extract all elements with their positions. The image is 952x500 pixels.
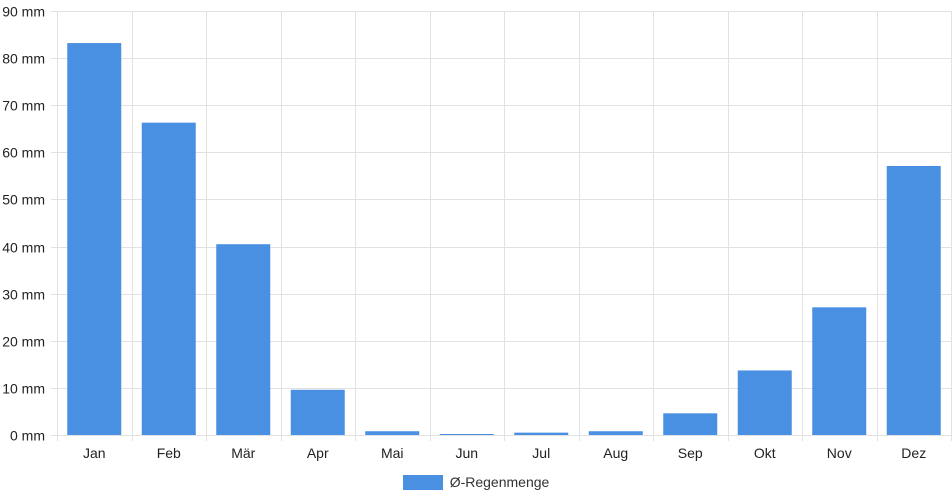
bar-dez[interactable] — [886, 165, 941, 436]
y-tick-label: 60 mm — [2, 145, 45, 161]
x-tick-label: Jun — [455, 445, 478, 461]
bar-mär[interactable] — [216, 244, 271, 435]
x-tick-label: Jul — [532, 445, 550, 461]
x-tick-label: Dez — [901, 445, 926, 461]
x-tick-label: Mai — [381, 445, 404, 461]
bar-apr[interactable] — [290, 389, 345, 435]
bar-jan[interactable] — [67, 43, 122, 436]
y-tick-label: 10 mm — [2, 381, 45, 397]
bar-okt[interactable] — [737, 370, 792, 435]
bar-sep[interactable] — [663, 413, 718, 435]
x-tick-label: Okt — [754, 445, 776, 461]
y-tick-label: 90 mm — [2, 4, 45, 20]
x-tick-label: Feb — [157, 445, 181, 461]
chart-legend: Ø-Regenmenge — [0, 470, 952, 494]
y-tick-label: 30 mm — [2, 287, 45, 303]
bar-feb[interactable] — [141, 122, 196, 436]
x-tick-label: Nov — [827, 445, 852, 461]
legend-item-rainfall[interactable]: Ø-Regenmenge — [402, 474, 550, 490]
x-tick-label: Jan — [83, 445, 106, 461]
x-tick-label: Aug — [603, 445, 628, 461]
y-tick-label: 50 mm — [2, 192, 45, 208]
bar-aug[interactable] — [588, 431, 643, 435]
legend-label: Ø-Regenmenge — [449, 474, 550, 490]
x-tick-label: Sep — [678, 445, 703, 461]
bar-nov[interactable] — [812, 307, 867, 435]
bar-jun[interactable] — [439, 434, 494, 435]
y-tick-label: 0 mm — [10, 428, 45, 444]
y-tick-label: 20 mm — [2, 334, 45, 350]
x-tick-label: Mär — [231, 445, 255, 461]
rainfall-bar-chart: 0 mm 10 mm 20 mm 30 mm 40 mm 50 mm 60 mm 70 mm 8… — [2, 4, 952, 461]
legend-swatch — [402, 474, 443, 490]
y-tick-label: 70 mm — [2, 98, 45, 114]
x-tick-label: Apr — [307, 445, 329, 461]
bar-jul[interactable] — [514, 432, 569, 435]
y-tick-label: 40 mm — [2, 240, 45, 256]
chart-bars — [67, 43, 941, 436]
y-tick-label: 80 mm — [2, 51, 45, 67]
x-axis: Jan Feb Mär Apr Mai Jun Jul Aug Sep Okt Nov Dez — [83, 445, 926, 461]
bar-mai[interactable] — [365, 431, 420, 435]
y-axis: 0 mm 10 mm 20 mm 30 mm 40 mm 50 mm 60 mm 70 mm 8… — [2, 4, 45, 444]
